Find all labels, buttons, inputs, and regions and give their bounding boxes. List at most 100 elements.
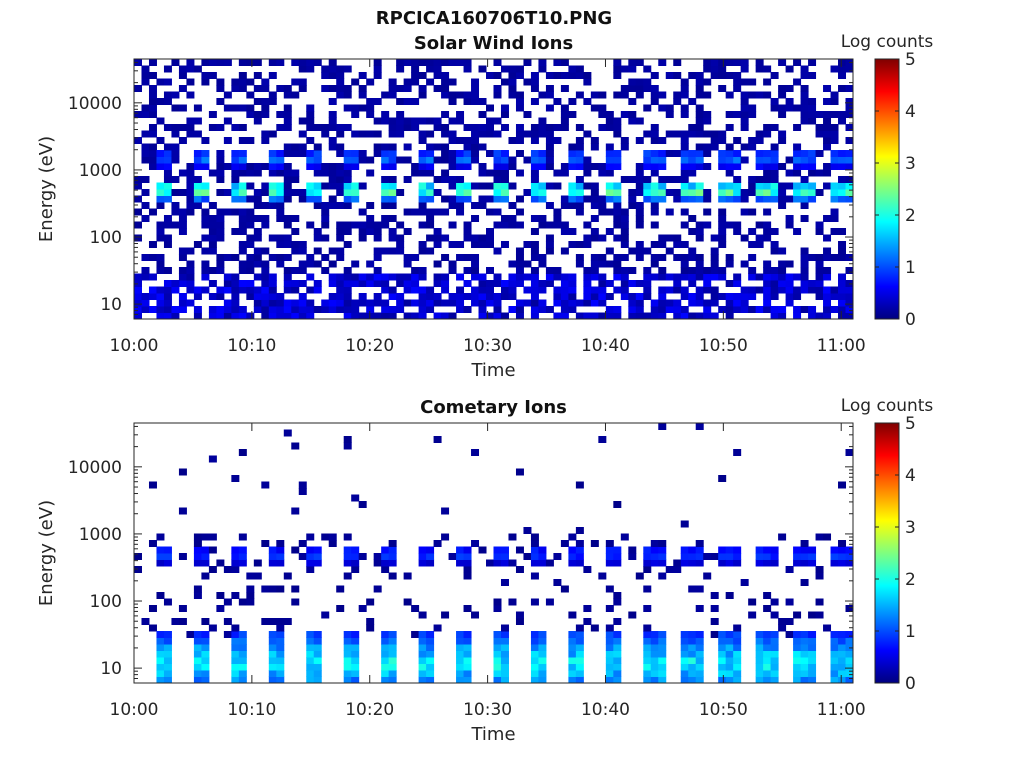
- heatmap-cell: [838, 85, 847, 92]
- heatmap-cell: [665, 130, 674, 138]
- heatmap-cell: [261, 273, 270, 281]
- heatmap-cell: [785, 618, 794, 625]
- heatmap-cell: [800, 286, 809, 294]
- heatmap-cell: [351, 182, 360, 190]
- heatmap-cell: [201, 676, 210, 684]
- heatmap-cell: [785, 85, 794, 92]
- heatmap-cell: [456, 150, 465, 157]
- heatmap-cell: [740, 124, 749, 131]
- heatmap-cell: [763, 91, 772, 99]
- heatmap-cell: [770, 189, 779, 196]
- heatmap-cell: [830, 254, 839, 261]
- heatmap-cell: [583, 280, 592, 287]
- heatmap-cell: [838, 150, 847, 157]
- heatmap-cell: [800, 546, 809, 554]
- heatmap-cell: [291, 215, 300, 222]
- heatmap-cell: [755, 150, 764, 157]
- heatmap-cell: [186, 631, 195, 638]
- heatmap-cell: [568, 65, 577, 73]
- heatmap-cell: [306, 189, 315, 196]
- heatmap-cell: [471, 215, 480, 222]
- heatmap-cell: [343, 286, 352, 294]
- heatmap-cell: [718, 59, 727, 66]
- heatmap-cell: [665, 273, 674, 281]
- heatmap-cell: [373, 65, 382, 73]
- heatmap-cell: [568, 163, 577, 170]
- heatmap-cell: [261, 98, 270, 105]
- heatmap-cell: [785, 260, 794, 268]
- heatmap-cell: [171, 306, 180, 313]
- heatmap-cell: [141, 215, 150, 222]
- heatmap-cell: [156, 117, 165, 125]
- heatmap-cell: [238, 169, 247, 177]
- heatmap-cell: [725, 637, 734, 645]
- heatmap-cell: [238, 124, 247, 131]
- heatmap-cell: [433, 59, 442, 66]
- heatmap-cell: [373, 143, 382, 151]
- heatmap-cell: [261, 104, 270, 112]
- heatmap-cell: [471, 449, 480, 456]
- heatmap-cell: [740, 104, 749, 112]
- heatmap-cell: [695, 423, 704, 430]
- heatmap-cell: [815, 111, 824, 118]
- heatmap-cell: [426, 65, 435, 73]
- heatmap-cell: [291, 598, 300, 606]
- heatmap-cell: [193, 663, 202, 671]
- heatmap-cell: [426, 631, 435, 638]
- heatmap-cell: [298, 143, 307, 151]
- heatmap-cell: [193, 130, 202, 138]
- heatmap-cell: [763, 306, 772, 313]
- heatmap-cell: [238, 241, 247, 248]
- heatmap-cell: [306, 533, 315, 541]
- heatmap-cell: [530, 72, 539, 79]
- heatmap-cell: [426, 650, 435, 658]
- heatmap-cell: [800, 260, 809, 268]
- heatmap-cell: [560, 540, 569, 547]
- heatmap-cell: [163, 124, 172, 131]
- heatmap-cell: [291, 546, 300, 554]
- heatmap-cell: [201, 663, 210, 671]
- heatmap-cell: [740, 65, 749, 73]
- heatmap-cell: [253, 189, 262, 196]
- heatmap-cell: [343, 676, 352, 684]
- heatmap-cell: [268, 273, 277, 281]
- heatmap-cell: [223, 189, 232, 196]
- heatmap-cell: [635, 312, 644, 320]
- heatmap-cell: [568, 293, 577, 300]
- heatmap-cell: [770, 98, 779, 105]
- heatmap-cell: [201, 59, 210, 66]
- heatmap-cell: [201, 670, 210, 677]
- heatmap-cell: [718, 189, 727, 196]
- heatmap-cell: [553, 273, 562, 281]
- heatmap-cell: [830, 215, 839, 222]
- heatmap-cell: [695, 228, 704, 235]
- heatmap-cell: [695, 299, 704, 307]
- heatmap-cell: [426, 78, 435, 86]
- heatmap-cell: [635, 241, 644, 248]
- heatmap-cell: [306, 254, 315, 261]
- heatmap-cell: [755, 65, 764, 73]
- heatmap-cell: [800, 280, 809, 287]
- heatmap-cell: [808, 182, 817, 190]
- heatmap-cell: [381, 195, 390, 203]
- heatmap-cell: [763, 592, 772, 599]
- heatmap-cell: [530, 312, 539, 320]
- heatmap-cell: [523, 553, 532, 560]
- heatmap-cell: [725, 59, 734, 66]
- heatmap-cell: [763, 676, 772, 684]
- heatmap-cell: [238, 163, 247, 170]
- heatmap-cell: [186, 202, 195, 209]
- heatmap-cell: [328, 137, 337, 144]
- heatmap-cell: [441, 78, 450, 86]
- heatmap-cell: [148, 306, 157, 313]
- heatmap-cell: [463, 553, 472, 560]
- heatmap-cell: [613, 156, 622, 164]
- heatmap-cell: [748, 176, 757, 183]
- heatmap-cell: [418, 163, 427, 170]
- heatmap-cell: [568, 553, 577, 560]
- heatmap-cell: [411, 65, 420, 73]
- heatmap-cell: [321, 202, 330, 209]
- heatmap-cell: [231, 176, 240, 183]
- heatmap-cell: [710, 299, 719, 307]
- heatmap-cell: [785, 65, 794, 73]
